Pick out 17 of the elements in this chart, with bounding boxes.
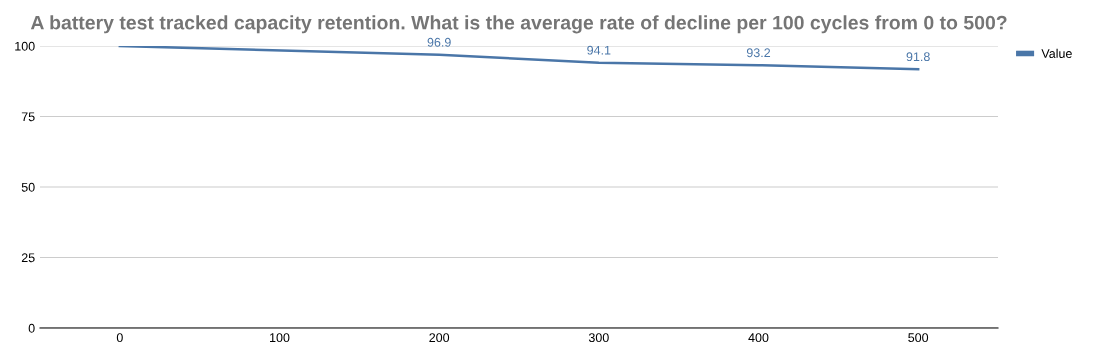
chart-title: A battery test tracked capacity retention. What is the average rate of decline per 100 cycles from 0 to 500?	[30, 15, 1007, 34]
x-tick-label: 500	[908, 333, 929, 343]
x-tick-label: 200	[429, 333, 450, 343]
data-label: 94.1	[587, 45, 611, 55]
x-tick-label: 0	[116, 333, 123, 343]
y-tick-label: 50	[21, 182, 35, 192]
legend-label: Value	[1041, 48, 1072, 58]
y-tick-label: 100	[15, 41, 35, 51]
y-tick-label: 0	[28, 323, 35, 333]
data-label: 91.8	[906, 52, 930, 62]
x-tick-label: 300	[588, 333, 609, 343]
data-label: 96.9	[427, 37, 451, 47]
y-tick-label: 75	[21, 112, 35, 122]
y-tick-label: 25	[21, 253, 35, 263]
data-label: 93.2	[746, 48, 771, 58]
x-tick-label: 400	[748, 333, 769, 343]
x-tick-label: 100	[270, 333, 290, 343]
